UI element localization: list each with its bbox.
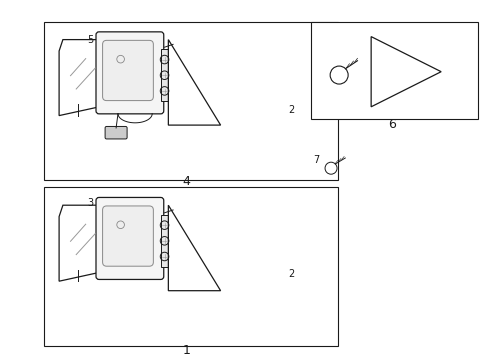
Bar: [44, 22, 338, 180]
Bar: [161, 215, 169, 267]
Bar: [311, 22, 478, 119]
FancyBboxPatch shape: [96, 197, 164, 279]
Bar: [161, 49, 169, 102]
Text: 5: 5: [88, 35, 94, 45]
Text: 2: 2: [289, 105, 294, 115]
Text: 2: 2: [289, 269, 294, 279]
Text: 6: 6: [388, 118, 396, 131]
Text: 4: 4: [182, 175, 190, 188]
FancyBboxPatch shape: [102, 206, 153, 266]
Text: 7: 7: [313, 155, 319, 165]
Text: 1: 1: [182, 345, 190, 357]
FancyBboxPatch shape: [102, 40, 153, 100]
Text: 3: 3: [88, 198, 94, 208]
FancyBboxPatch shape: [105, 126, 127, 139]
Bar: [44, 187, 338, 346]
FancyBboxPatch shape: [96, 32, 164, 114]
